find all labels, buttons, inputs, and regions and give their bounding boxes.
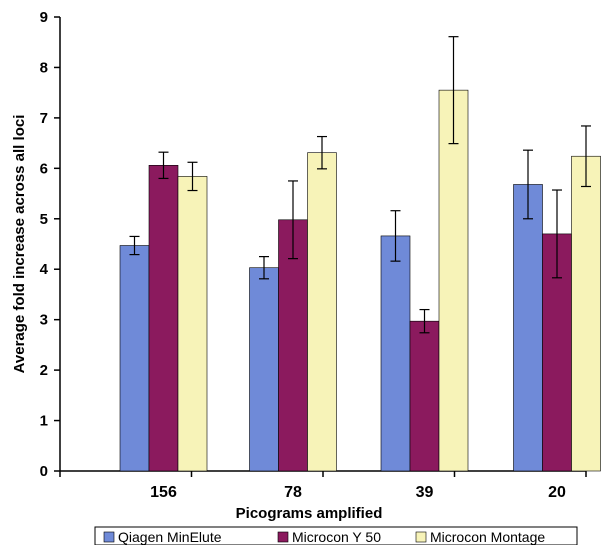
y-axis-label: Average fold increase across all loci xyxy=(11,115,28,374)
bar xyxy=(148,165,179,472)
y-tick-label: 2 xyxy=(40,362,48,379)
legend: Qiagen MinElute Microcon Y 50 Microcon Mon… xyxy=(94,526,578,546)
y-tick-label: 6 xyxy=(40,160,48,177)
legend-swatch xyxy=(277,531,289,543)
bar xyxy=(513,184,543,472)
bar xyxy=(119,245,150,472)
y-tick-label: 8 xyxy=(40,59,48,76)
bar xyxy=(307,152,337,472)
y-tick-label: 7 xyxy=(40,110,48,127)
y-tick-label: 5 xyxy=(40,211,48,228)
bar xyxy=(438,89,469,472)
bar xyxy=(177,176,208,472)
legend-swatch xyxy=(103,531,115,543)
legend-label: Microcon Y 50 xyxy=(292,529,381,545)
legend-label: Qiagen MinElute xyxy=(118,529,222,545)
y-tick-label: 0 xyxy=(40,463,48,480)
y-tick-label: 1 xyxy=(40,413,48,430)
bar xyxy=(278,219,308,472)
bar xyxy=(249,267,279,472)
bars-group xyxy=(119,89,601,472)
x-axis-label: Picograms amplified xyxy=(236,505,383,522)
legend-label: Microcon Montage xyxy=(430,529,545,545)
y-tick-label: 3 xyxy=(40,312,48,329)
bar xyxy=(380,235,411,472)
y-tick-label: 4 xyxy=(40,261,49,278)
x-tick-label: 156 xyxy=(150,484,177,501)
x-tick-label: 39 xyxy=(416,484,434,501)
x-tick-label: 78 xyxy=(284,484,302,501)
bar xyxy=(571,155,601,472)
y-tick-label: 9 xyxy=(40,9,48,26)
error-bars-group xyxy=(129,36,591,334)
legend-swatch xyxy=(415,531,427,543)
x-tick-label: 20 xyxy=(548,484,566,501)
bar xyxy=(409,320,440,472)
